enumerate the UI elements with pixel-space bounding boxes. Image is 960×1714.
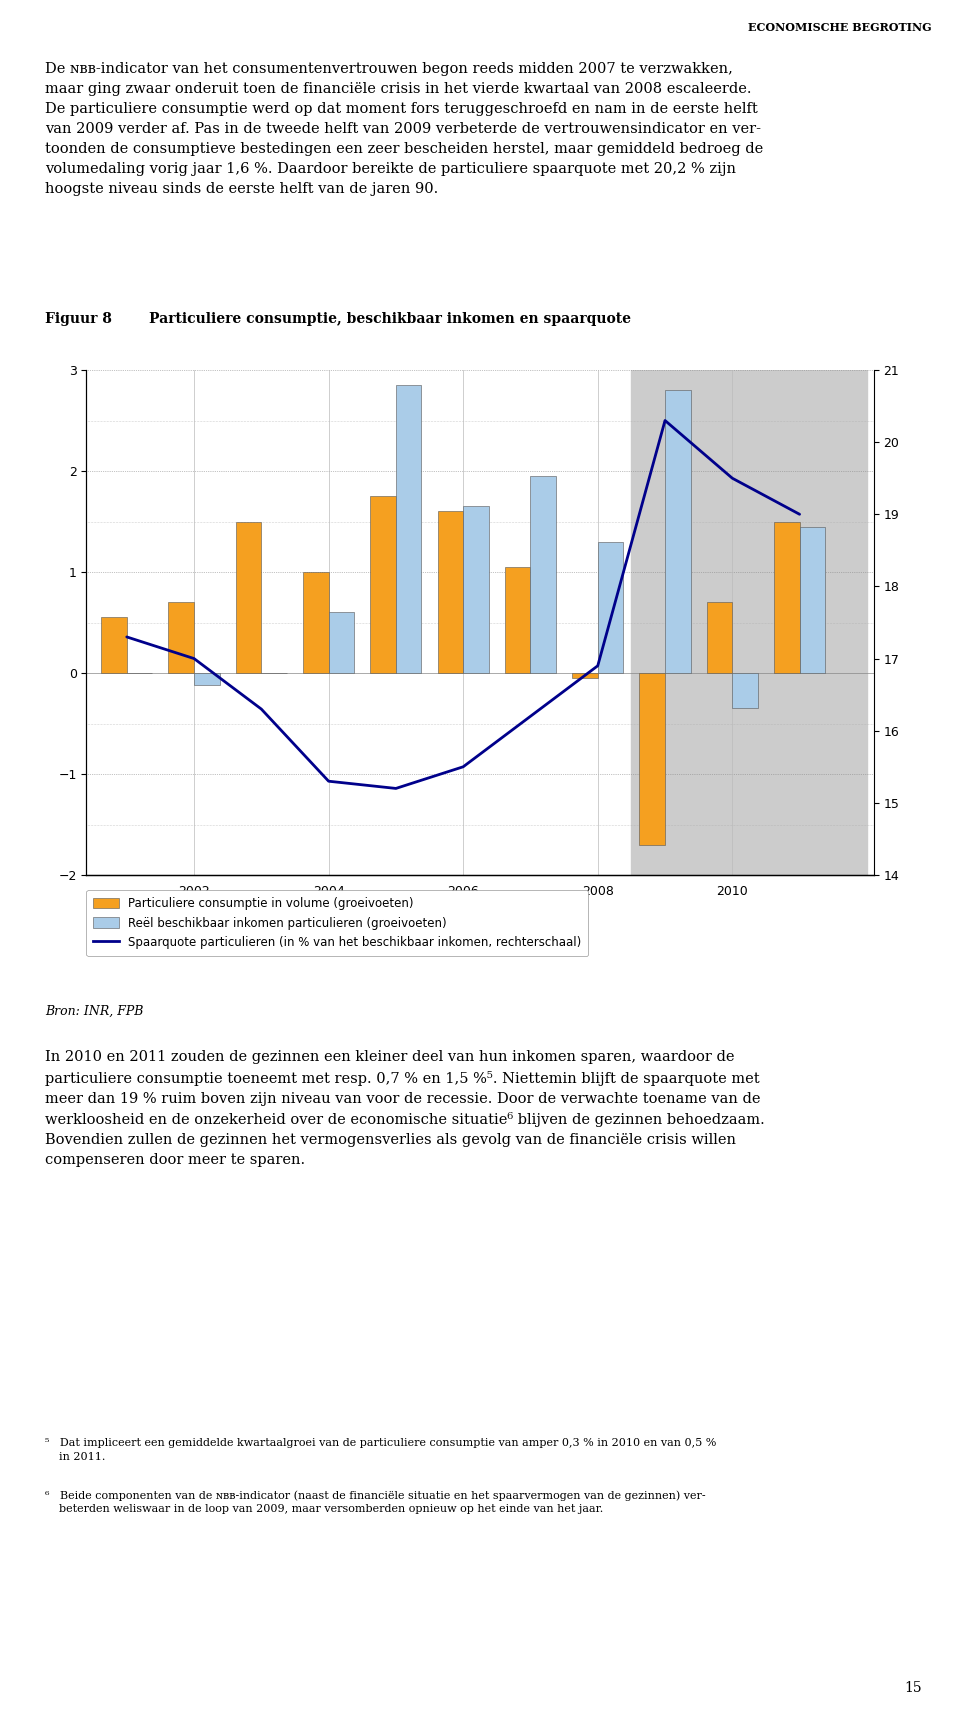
- Text: Figuur 8: Figuur 8: [45, 312, 112, 326]
- Bar: [396, 386, 421, 674]
- Bar: [505, 567, 531, 674]
- Text: ⁶   Beide componenten van de ɴʙʙ-indicator (naast de financiële situatie en het : ⁶ Beide componenten van de ɴʙʙ-indicator…: [45, 1489, 706, 1513]
- Text: De ɴʙʙ-indicator van het consumentenvertrouwen begon reeds midden 2007 te verzwa: De ɴʙʙ-indicator van het consumentenvert…: [45, 62, 763, 197]
- Bar: [598, 542, 623, 674]
- Text: 15: 15: [904, 1681, 922, 1695]
- Bar: [169, 602, 194, 674]
- Bar: [531, 476, 556, 674]
- Text: ECONOMISCHE BEGROTING: ECONOMISCHE BEGROTING: [748, 22, 931, 33]
- Bar: [572, 674, 598, 679]
- Bar: [194, 674, 220, 686]
- Bar: [438, 511, 463, 674]
- Legend: Particuliere consumptie in volume (groeivoeten), Reël beschikbaar inkomen partic: Particuliere consumptie in volume (groei…: [86, 890, 588, 956]
- Bar: [328, 612, 354, 674]
- Bar: [632, 370, 867, 876]
- Text: Particuliere consumptie, beschikbaar inkomen en spaarquote: Particuliere consumptie, beschikbaar ink…: [149, 312, 631, 326]
- Bar: [371, 497, 396, 674]
- Text: ⁵   Dat impliceert een gemiddelde kwartaalgroei van de particuliere consumptie v: ⁵ Dat impliceert een gemiddelde kwartaal…: [45, 1438, 716, 1462]
- Text: In 2010 en 2011 zouden de gezinnen een kleiner deel van hun inkomen sparen, waar: In 2010 en 2011 zouden de gezinnen een k…: [45, 1051, 765, 1167]
- Bar: [732, 674, 757, 708]
- Bar: [236, 521, 261, 674]
- Bar: [800, 526, 826, 674]
- Bar: [463, 506, 489, 674]
- Bar: [639, 674, 665, 845]
- Text: Bron: INR, FPB: Bron: INR, FPB: [45, 1004, 143, 1018]
- Bar: [774, 521, 800, 674]
- Bar: [101, 617, 127, 674]
- Bar: [707, 602, 732, 674]
- Bar: [665, 391, 690, 674]
- Bar: [303, 572, 328, 674]
